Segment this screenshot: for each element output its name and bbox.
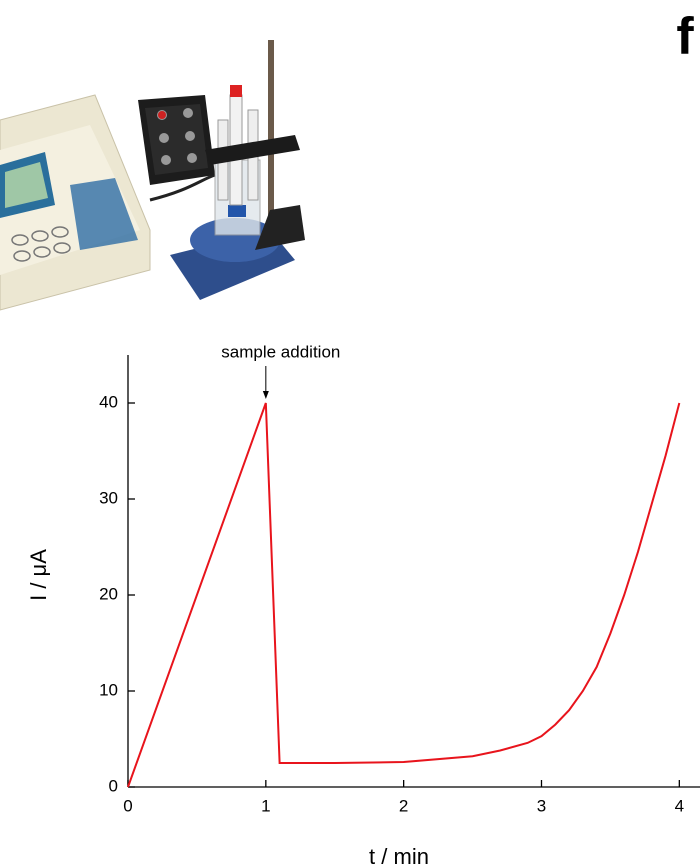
x-tick-label: 3 xyxy=(537,796,546,815)
y-tick-label: 30 xyxy=(99,488,118,507)
y-tick-label: 0 xyxy=(109,776,118,795)
instrument-photo xyxy=(0,40,305,311)
y-tick-label: 10 xyxy=(99,680,118,699)
panel-label: f xyxy=(676,8,694,66)
x-tick-label: 1 xyxy=(261,796,270,815)
x-tick-label: 4 xyxy=(675,796,684,815)
data-line xyxy=(127,402,681,788)
plot: 0 10 20 30 40 0 1 2 3 4 t / min I / μA sample additi… xyxy=(26,342,700,865)
annotation: sample addition xyxy=(221,342,340,361)
x-axis-label: t / min xyxy=(369,844,429,865)
x-tick-label: 2 xyxy=(399,796,408,815)
annotation-arrowhead xyxy=(262,391,269,399)
x-tick-label: 0 xyxy=(123,796,132,815)
y-axis-label: I / μA xyxy=(26,549,51,601)
y-tick-label: 40 xyxy=(99,392,118,411)
y-tick-label: 20 xyxy=(99,584,118,603)
